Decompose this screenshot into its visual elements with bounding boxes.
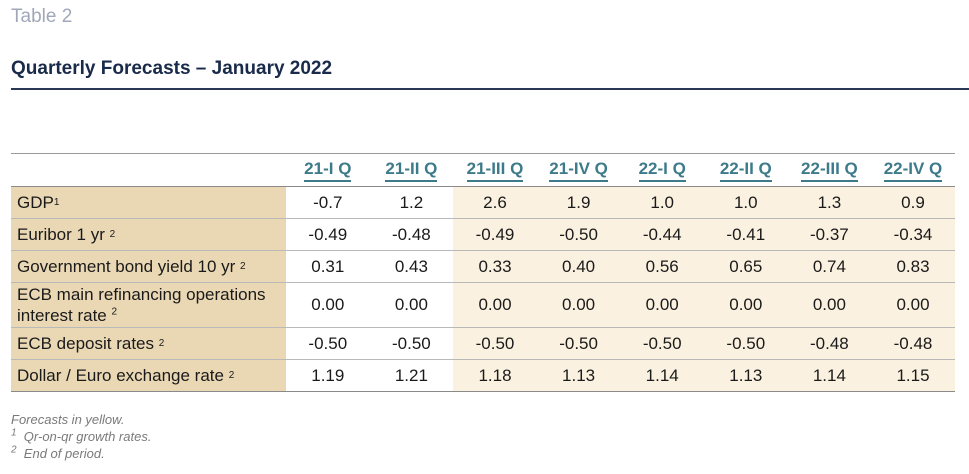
table-cell: -0.44 <box>620 219 704 250</box>
table-cell: 0.00 <box>536 283 621 327</box>
table-cell: -0.7 <box>313 192 343 212</box>
column-header-label: 21-II Q <box>385 159 438 182</box>
table-cell: -0.50 <box>453 328 537 359</box>
table-cell: 0.00 <box>620 283 704 327</box>
column-header: 21-III Q <box>453 154 537 186</box>
row-label: Euribor 1 yr 2 <box>11 219 286 250</box>
table-cell: -0.48 <box>787 328 872 359</box>
table-cell: 0.83 <box>871 251 955 282</box>
table-cell: 0.00 <box>394 295 428 314</box>
footnote-2: 2 End of period. <box>11 444 105 461</box>
table-footnotes: Forecasts in yellow. 1 Qr-on-qr growth r… <box>11 411 151 462</box>
table-cell: 1.21 <box>394 365 428 385</box>
table-cell: 0.33 <box>453 251 537 282</box>
table-cell: 1.19 <box>311 365 345 385</box>
table-cell: -0.49 <box>453 219 537 250</box>
row-label: ECB deposit rates 2 <box>11 328 286 359</box>
table-row-ecb-deposit: ECB deposit rates 2 -0.50 -0.50 -0.50 -0.50… <box>11 328 955 360</box>
table-cell: 0.00 <box>871 283 955 327</box>
table-row-exchange-rate: Dollar / Euro exchange rate 2 1.19 1.21 1.… <box>11 360 955 392</box>
table-cell: 1.9 <box>536 187 621 218</box>
table-cell: -0.48 <box>871 328 955 359</box>
row-label: GDP 1 <box>11 187 286 218</box>
table-cell: 2.6 <box>453 187 537 218</box>
table-cell: -0.41 <box>704 219 788 250</box>
row-label: Dollar / Euro exchange rate 2 <box>11 360 286 391</box>
table-cell: 1.2 <box>399 192 424 212</box>
forecast-table: 21-I Q 21-II Q 21-III Q 21-IV Q 22-I Q 22-II … <box>11 153 955 392</box>
table-cell: 0.74 <box>787 251 872 282</box>
table-row-euribor: Euribor 1 yr 2 -0.49 -0.48 -0.49 -0.50 -0.44… <box>11 219 955 251</box>
column-header-label: 22-III Q <box>801 159 858 182</box>
header-label-cell <box>11 154 286 186</box>
table-cell: 0.56 <box>620 251 704 282</box>
table-cell: 1.18 <box>453 360 537 391</box>
table-cell: 0.00 <box>453 283 537 327</box>
column-header-label: 22-II Q <box>719 159 772 182</box>
title-divider <box>11 88 969 90</box>
table-number-label: Table 2 <box>11 6 73 27</box>
table-cell: -0.50 <box>536 219 621 250</box>
row-label: Government bond yield 10 yr 2 <box>11 251 286 282</box>
column-header-label: 22-IV Q <box>883 159 943 182</box>
table-cell: 1.13 <box>704 360 788 391</box>
column-header: 22-I Q <box>620 154 704 186</box>
table-cell: 0.9 <box>871 187 955 218</box>
table-cell: -0.50 <box>392 333 431 353</box>
table-cell: 0.00 <box>787 283 872 327</box>
table-cell: 1.14 <box>620 360 704 391</box>
table-cell: 0.43 <box>394 256 428 276</box>
table-row-gdp: GDP 1 -0.7 1.2 2.6 1.9 1.0 1.0 1.3 0.9 <box>11 187 955 219</box>
column-header: 21-I Q <box>286 154 370 186</box>
table-cell: -0.50 <box>308 333 348 353</box>
table-cell: -0.50 <box>536 328 621 359</box>
table-cell: 0.40 <box>536 251 621 282</box>
table-cell: -0.50 <box>704 328 788 359</box>
table-row-bond-yield: Government bond yield 10 yr 2 0.31 0.43 0.… <box>11 251 955 283</box>
table-cell: 1.0 <box>620 187 704 218</box>
table-header-row: 21-I Q 21-II Q 21-III Q 21-IV Q 22-I Q 22-II … <box>11 154 955 187</box>
column-header-label: 21-III Q <box>466 159 524 182</box>
table-cell: 0.00 <box>311 295 345 314</box>
column-header: 21-II Q <box>370 154 454 186</box>
column-header: 22-II Q <box>704 154 788 186</box>
table-cell: 0.31 <box>311 256 345 276</box>
table-cell: 0.00 <box>704 283 788 327</box>
footnote-1: 1 Qr-on-qr growth rates. <box>11 427 152 444</box>
table-title: Quarterly Forecasts – January 2022 <box>11 58 333 79</box>
column-header-label: 22-I Q <box>638 159 686 182</box>
table-cell: 1.15 <box>871 360 955 391</box>
table-cell: -0.37 <box>787 219 872 250</box>
column-header: 21-IV Q <box>537 154 621 186</box>
table-cell: 1.3 <box>787 187 872 218</box>
table-cell: -0.48 <box>392 224 431 244</box>
row-label: ECB main refinancing operations interest… <box>11 283 286 327</box>
column-header-label: 21-I Q <box>304 159 352 182</box>
table-cell: 1.14 <box>787 360 872 391</box>
table-row-ecb-refinancing: ECB main refinancing operations interest… <box>11 283 955 328</box>
column-header-label: 21-IV Q <box>549 159 608 182</box>
table-cell: -0.34 <box>871 219 955 250</box>
column-header: 22-III Q <box>788 154 872 186</box>
forecast-note: Forecasts in yellow. <box>11 412 125 427</box>
table-cell: -0.50 <box>620 328 704 359</box>
column-header: 22-IV Q <box>871 154 955 186</box>
table-cell: -0.49 <box>308 224 348 244</box>
table-cell: 1.13 <box>536 360 621 391</box>
table-cell: 0.65 <box>704 251 788 282</box>
table-cell: 1.0 <box>704 187 788 218</box>
